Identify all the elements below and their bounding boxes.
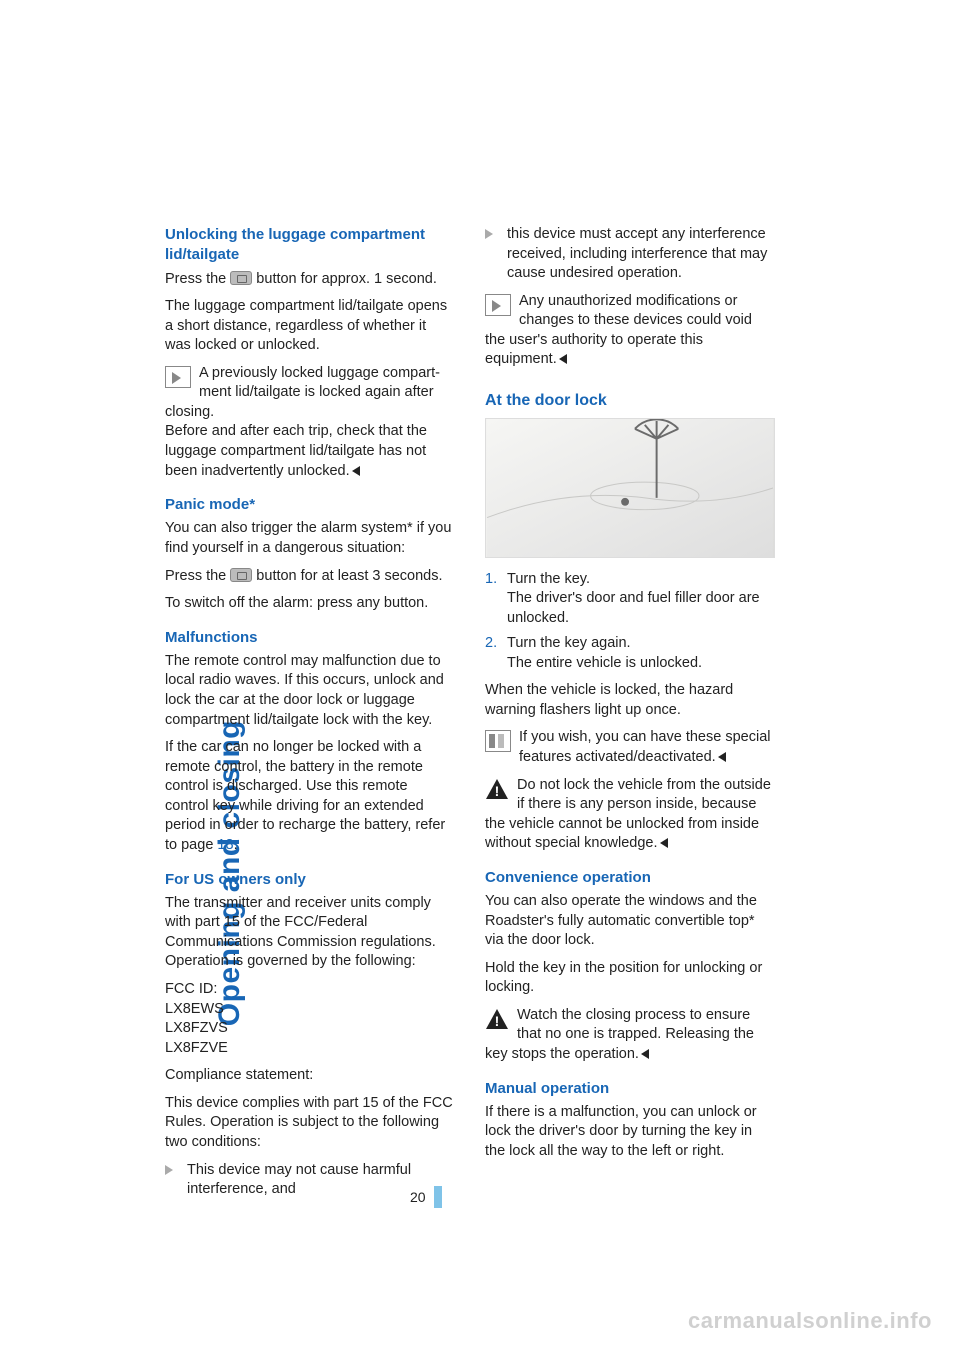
list-item: 1. Turn the key. The driver's door and f… (485, 570, 775, 629)
warning-icon: ! (485, 778, 509, 800)
end-mark-icon (559, 354, 567, 364)
left-column: Unlocking the luggage compartment lid/ta… (165, 225, 455, 1208)
warning-icon: ! (485, 1008, 509, 1030)
bullet-list: this device must accept any interference… (485, 225, 775, 284)
body-text: Press the button for approx. 1 second. (165, 270, 455, 290)
door-lock-illustration (485, 418, 775, 558)
svg-text:!: ! (495, 1013, 500, 1029)
body-text: The remote control may malfunction due t… (165, 652, 455, 730)
right-column: this device must accept any interference… (485, 225, 775, 1208)
heading-manual-operation: Manual operation (485, 1079, 775, 1099)
heading-unlock-luggage: Unlocking the luggage compartment lid/ta… (165, 225, 455, 266)
end-mark-icon (718, 752, 726, 762)
page-number-bar (434, 1186, 442, 1208)
heading-us-owners: For US owners only (165, 870, 455, 890)
heading-malfunctions: Malfunctions (165, 628, 455, 648)
body-text: The luggage compartment lid/tailgate ope… (165, 297, 455, 356)
body-text: When the vehicle is locked, the hazard w… (485, 681, 775, 720)
warning-block: ! Watch the closing process to ensure th… (485, 1006, 775, 1065)
end-mark-icon (660, 838, 668, 848)
heading-convenience: Convenience operation (485, 868, 775, 888)
note-block: A previously locked luggage compart­ment… (165, 364, 455, 481)
body-text: This device complies with part 15 of the… (165, 1094, 455, 1153)
remote-button-icon (230, 271, 252, 285)
page-ref-link[interactable]: 18 (217, 837, 233, 853)
body-text: To switch off the alarm: press any butto… (165, 594, 455, 614)
body-text: You can also trigger the alarm system* i… (165, 519, 455, 558)
body-text: The transmitter and receiver units compl… (165, 894, 455, 972)
page-content: Unlocking the luggage compartment lid/ta… (165, 225, 775, 1208)
body-text: If the car can no longer be locked with … (165, 738, 455, 855)
note-arrow-icon (165, 366, 191, 388)
numbered-list: 1. Turn the key. The driver's door and f… (485, 570, 775, 674)
body-text: You can also operate the windows and the… (485, 892, 775, 951)
config-icon (485, 730, 511, 752)
heading-at-door-lock: At the door lock (485, 390, 775, 412)
list-number: 1. (485, 570, 507, 629)
body-text: Press the button for at least 3 seconds. (165, 567, 455, 587)
end-mark-icon (641, 1049, 649, 1059)
note-block: Any unauthorized modifications or change… (485, 292, 775, 370)
body-text: Compliance statement: (165, 1066, 455, 1086)
list-item: 2. Turn the key again. The entire vehicl… (485, 634, 775, 673)
end-mark-icon (352, 466, 360, 476)
list-item: this device must accept any interference… (485, 225, 775, 284)
note-arrow-icon (485, 294, 511, 316)
triangle-bullet-icon (485, 225, 507, 284)
warning-block: ! Do not lock the vehicle from the outsi… (485, 776, 775, 854)
fcc-id-block: FCC ID: LX8EWS LX8FZVS LX8FZVE (165, 980, 455, 1058)
page-number: 20 (410, 1186, 442, 1208)
note-block: If you wish, you can have these special … (485, 728, 775, 767)
heading-panic-mode: Panic mode* (165, 495, 455, 515)
remote-button-icon (230, 568, 252, 582)
svg-text:!: ! (495, 783, 500, 799)
body-text: If there is a malfunction, you can unloc… (485, 1103, 775, 1162)
watermark: carmanualsonline.info (688, 1306, 932, 1336)
triangle-bullet-icon (165, 1161, 187, 1200)
body-text: Hold the key in the position for unlocki… (485, 959, 775, 998)
list-number: 2. (485, 634, 507, 673)
